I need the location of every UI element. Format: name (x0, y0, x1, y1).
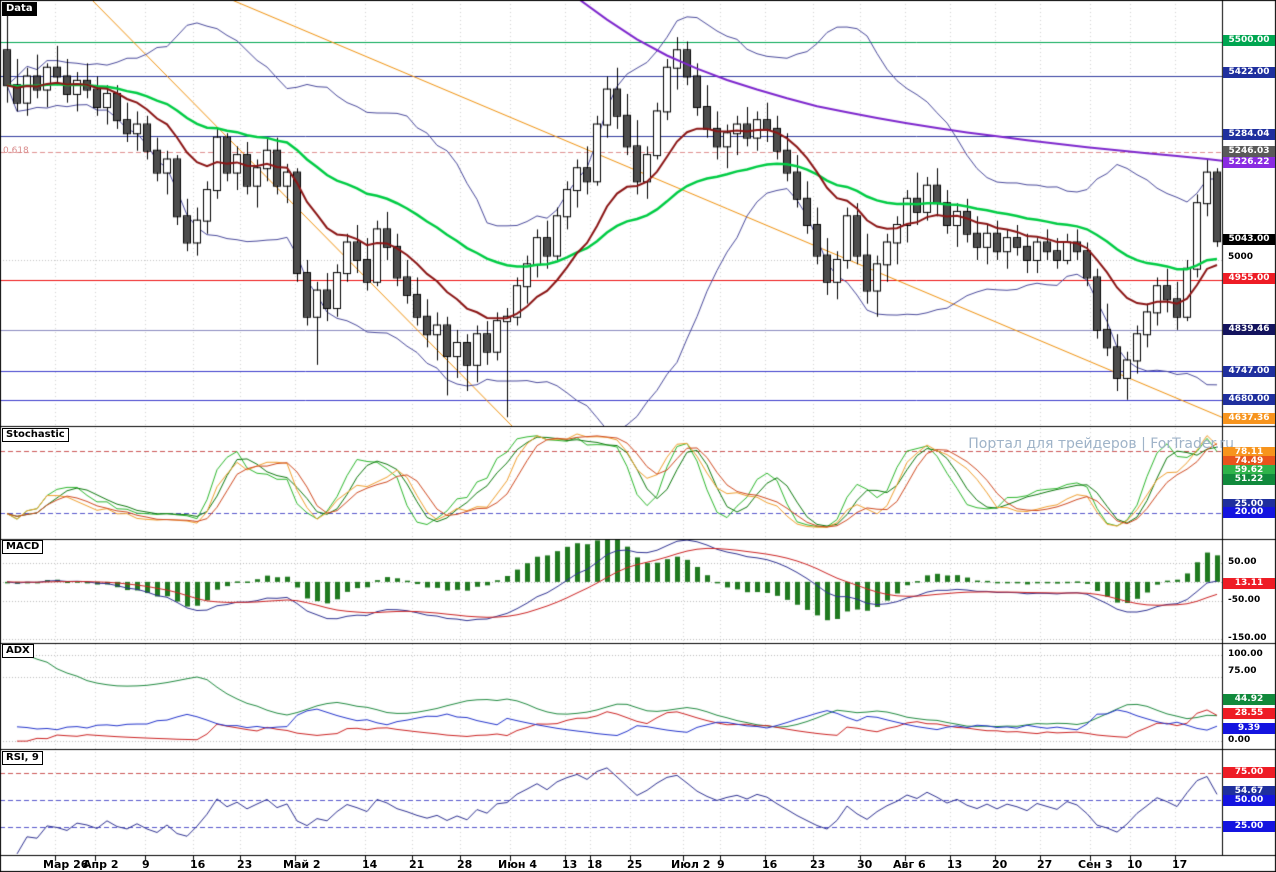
date-label: 16 (190, 858, 206, 871)
panel-title-macd: MACD (2, 540, 44, 554)
panel-title-adx: ADX (2, 644, 34, 658)
adx-scale-label: 0.00 (1228, 735, 1251, 745)
date-label: 16 (762, 858, 778, 871)
panel-title-stochastic: Stochastic (2, 428, 69, 442)
date-label: Авг 6 (893, 858, 926, 871)
date-label: Апр 2 (83, 858, 119, 871)
adx-scale-label: 9.39 (1223, 723, 1275, 734)
macd-scale-label: -150.00 (1228, 633, 1267, 643)
date-label: 30 (857, 858, 873, 871)
stochastic-scale-label: 51.22 (1223, 474, 1275, 485)
macd-scale-label: 13.11 (1223, 578, 1275, 589)
date-label: Сен 3 (1078, 858, 1113, 871)
date-label: 20 (992, 858, 1008, 871)
price-scale-label: 5246.03 (1223, 146, 1275, 157)
price-scale-label: 5500.00 (1223, 35, 1275, 46)
date-label: 23 (810, 858, 826, 871)
date-label: 25 (627, 858, 643, 871)
price-scale-label: 5043.00 (1223, 234, 1275, 245)
date-label: 10 (1127, 858, 1143, 871)
price-scale-label: 5284.04 (1223, 129, 1275, 140)
adx-scale-label: 100.00 (1228, 649, 1263, 659)
price-scale-label: 5000 (1228, 252, 1254, 262)
date-label: 21 (409, 858, 425, 871)
stochastic-scale-label: 20.00 (1223, 507, 1275, 518)
date-label: Июл 2 (671, 858, 711, 871)
adx-scale-label: 44.92 (1223, 694, 1275, 705)
date-label: 13 (947, 858, 963, 871)
price-scale-label: 4955.00 (1223, 273, 1275, 284)
stochastic-scale-label: 59.62 (1223, 465, 1275, 476)
date-label: Мар 26 (43, 858, 89, 871)
rsi-scale-label: 54.67 (1223, 786, 1275, 797)
date-label: 9 (717, 858, 725, 871)
price-scale-label: 4680.00 (1223, 394, 1275, 405)
date-label: 17 (1172, 858, 1188, 871)
date-label: 23 (237, 858, 253, 871)
fib-level-label: 0.618 (3, 146, 29, 156)
panel-title-price: Data (2, 2, 37, 16)
stochastic-scale-label: 78.11 (1223, 447, 1275, 458)
date-label: 9 (142, 858, 150, 871)
rsi-scale-label: 50.00 (1223, 795, 1275, 806)
price-scale-label: 4637.36 (1223, 413, 1275, 424)
date-label: 27 (1037, 858, 1053, 871)
date-label: Июн 4 (498, 858, 537, 871)
price-scale-label: 4839.46 (1223, 324, 1275, 335)
watermark: Портал для трейдеров | ForTrader.ru (968, 436, 1234, 452)
macd-scale-label: 50.00 (1228, 557, 1257, 567)
price-scale-label: 5422.00 (1223, 67, 1275, 78)
date-label: 28 (457, 858, 473, 871)
rsi-scale-label: 25.00 (1223, 821, 1275, 832)
panel-title-rsi: RSI, 9 (2, 751, 43, 765)
price-scale-label: 5226.22 (1223, 157, 1275, 168)
date-label: Май 2 (283, 858, 321, 871)
rsi-scale-label: 75.00 (1223, 767, 1275, 778)
adx-scale-label: 28.55 (1223, 708, 1275, 719)
stochastic-scale-label: 74.49 (1223, 456, 1275, 467)
price-scale-label: 4747.00 (1223, 366, 1275, 377)
macd-scale-label: -50.00 (1228, 595, 1261, 605)
date-label: 14 (362, 858, 378, 871)
adx-scale-label: 75.00 (1228, 666, 1257, 676)
stochastic-scale-label: 25.00 (1223, 499, 1275, 510)
date-label: 13 (562, 858, 578, 871)
date-label: 18 (587, 858, 603, 871)
